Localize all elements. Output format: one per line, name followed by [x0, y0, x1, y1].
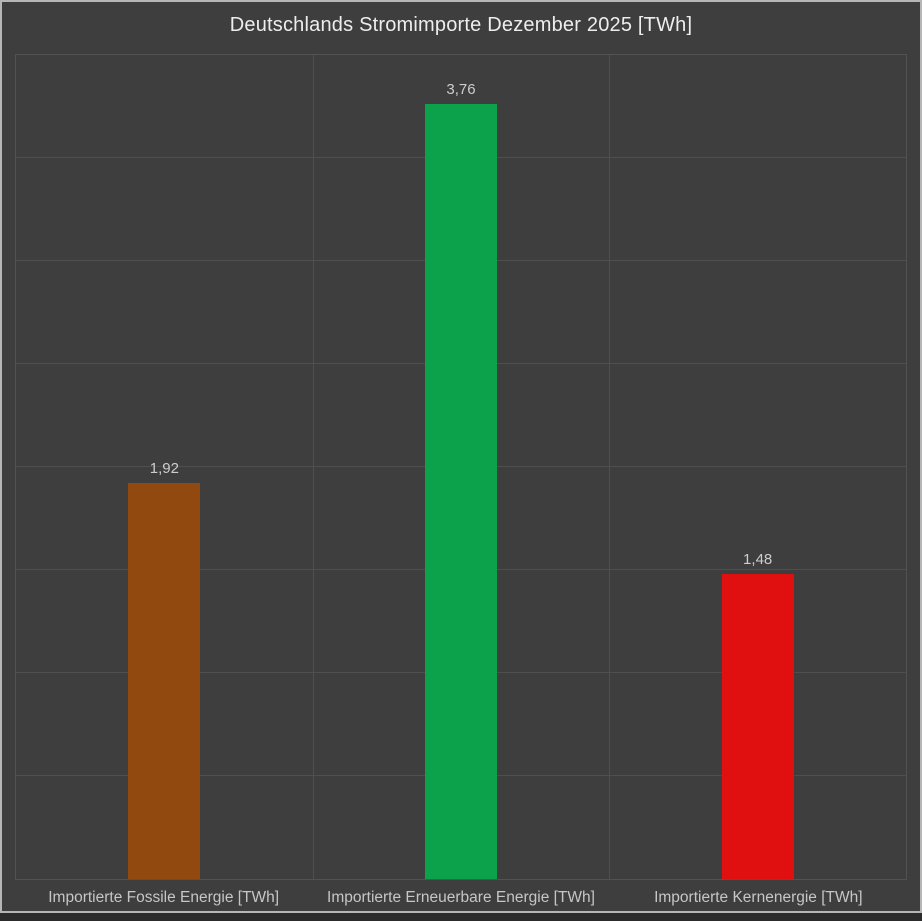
bar [128, 483, 201, 879]
x-axis-labels: Importierte Fossile Energie [TWh] Importi… [15, 888, 907, 908]
bar-value-label: 3,76 [446, 81, 476, 99]
bar-cell: 1,92 [16, 55, 313, 879]
bar-cell: 1,48 [609, 55, 906, 879]
bar-value-label: 1,48 [743, 551, 773, 569]
gridline-vertical [609, 55, 611, 879]
x-axis-label: Importierte Fossile Energie [TWh] [48, 889, 280, 906]
bar [424, 104, 497, 879]
plot-area: 1,92 3,76 1,48 [15, 54, 907, 880]
bar-value-label: 1,92 [149, 460, 179, 478]
x-axis-label: Importierte Erneuerbare Energie [TWh] [327, 889, 595, 906]
gridline-vertical [312, 55, 314, 879]
bar-cell: 3,76 [313, 55, 610, 879]
bar [721, 574, 794, 879]
bottom-strip [0, 913, 922, 921]
chart-title: Deutschlands Stromimporte Dezember 2025 … [229, 14, 693, 36]
x-axis-label: Importierte Kernenergie [TWh] [654, 889, 863, 906]
